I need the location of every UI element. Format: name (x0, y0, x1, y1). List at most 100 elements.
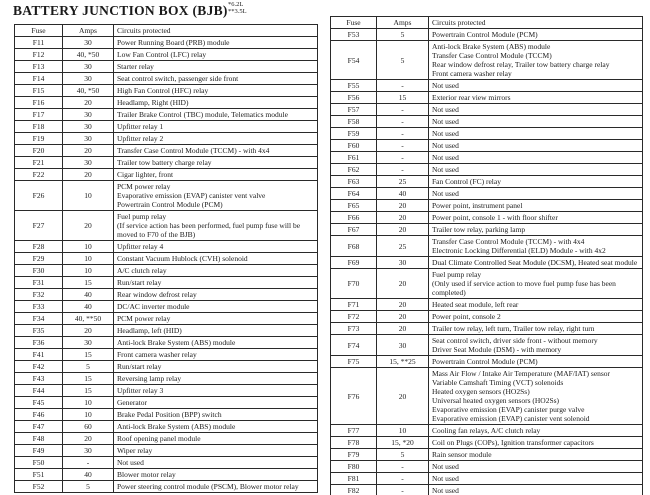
circuits-cell: Upfitter relay 3 (113, 384, 318, 397)
amps-cell: 60 (62, 420, 114, 433)
fuse-row: F26 10 PCM power relay Evaporative emissio… (14, 180, 318, 211)
column-header-amps: Amps (376, 16, 429, 29)
fuse-row: F56 15 Exterior rear view mirrors (330, 91, 643, 104)
page-title: BATTERY JUNCTION BOX (BJB) (13, 3, 228, 18)
amps-cell: 25 (376, 235, 429, 257)
fuse-row: F60- Not used (330, 139, 643, 152)
amps-cell: 5 (62, 360, 114, 373)
fuse-cell: F26 (14, 180, 63, 211)
circuits-cell: Fuel pump relay (If service action has b… (113, 210, 318, 241)
fuse-row: F50- Not used (14, 456, 318, 469)
circuits-cell: Not used (428, 484, 643, 495)
fuse-row: F52 5 Power steering control module (PSCM)… (14, 480, 318, 493)
amps-cell: 20 (376, 298, 429, 311)
fuse-row: F70 20 Fuel pump relay (Only used if servi… (330, 268, 643, 299)
fuse-cell: F63 (330, 175, 377, 188)
fuse-cell: F68 (330, 235, 377, 257)
amps-cell: 10 (62, 180, 114, 211)
fuse-row: F12 40, *50 Low Fan Control (LFC) relay (14, 48, 318, 61)
fuse-cell: F32 (14, 288, 63, 301)
amps-cell: 40, *50 (62, 48, 114, 61)
fuse-row: F43 15 Reversing lamp relay (14, 372, 318, 385)
circuits-cell: High Fan Control (HFC) relay (113, 84, 318, 97)
circuits-cell: Roof opening panel module (113, 432, 318, 445)
fuse-row: F65 20 Power point, instrument panel (330, 199, 643, 212)
fuse-row: F58- Not used (330, 115, 643, 128)
amps-cell: 40 (376, 187, 429, 200)
circuits-cell: Power point, console 1 - with floor shif… (428, 211, 643, 224)
fuse-row: F44 15 Upfitter relay 3 (14, 384, 318, 397)
fuse-row: F51 40 Blower motor relay (14, 468, 318, 481)
circuits-cell: Power point, instrument panel (428, 199, 643, 212)
circuits-cell: Brake Pedal Position (BPP) switch (113, 408, 318, 421)
fuse-cell: F33 (14, 300, 63, 313)
fuse-cell: F61 (330, 151, 377, 164)
circuits-cell: Anti-lock Brake System (ABS) module (113, 420, 318, 433)
fuse-row: F41 15 Front camera washer relay (14, 348, 318, 361)
circuits-cell: Power Running Board (PRB) module (113, 36, 318, 49)
circuits-cell: Headlamp, Right (HID) (113, 96, 318, 109)
fuse-cell: F77 (330, 424, 377, 437)
circuits-cell: Not used (428, 472, 643, 485)
fuse-row: F67 20 Trailer tow relay, parking lamp (330, 223, 643, 236)
circuits-cell: Not used (428, 139, 643, 152)
circuits-cell: Not used (428, 151, 643, 164)
circuits-cell: Not used (428, 115, 643, 128)
amps-cell: 30 (62, 132, 114, 145)
fuse-row: F45 10 Generator (14, 396, 318, 409)
fuse-row: F71 20 Heated seat module, left rear (330, 298, 643, 311)
circuits-cell: Generator (113, 396, 318, 409)
amps-cell: 30 (62, 444, 114, 457)
circuits-cell: Anti-lock Brake System (ABS) module (113, 336, 318, 349)
fuse-cell: F43 (14, 372, 63, 385)
amps-cell: 15 (62, 384, 114, 397)
circuits-cell: Constant Vacuum Hublock (CVH) solenoid (113, 252, 318, 265)
amps-cell: - (376, 472, 429, 485)
fuse-row: F62- Not used (330, 163, 643, 176)
circuits-cell: Not used (113, 456, 318, 469)
column-header-circuits: Circuits protected (113, 24, 318, 37)
fuse-cell: F59 (330, 127, 377, 140)
amps-cell: 30 (62, 156, 114, 169)
circuits-cell: Power steering control module (PSCM), Bl… (113, 480, 318, 493)
fuse-cell: F79 (330, 448, 377, 461)
fuse-cell: F48 (14, 432, 63, 445)
circuits-cell: Trailer tow relay, parking lamp (428, 223, 643, 236)
amps-cell: 40 (62, 288, 114, 301)
fuse-cell: F53 (330, 28, 377, 41)
circuits-cell: Upfitter relay 2 (113, 132, 318, 145)
fuse-row: F57- Not used (330, 103, 643, 116)
fuse-row: F20 20 Transfer Case Control Module (TCCM)… (14, 144, 318, 157)
amps-cell: 5 (62, 480, 114, 493)
circuits-cell: Run/start relay (113, 360, 318, 373)
circuits-cell: Not used (428, 127, 643, 140)
fuse-cell: F27 (14, 210, 63, 241)
fuse-cell: F20 (14, 144, 63, 157)
amps-cell: 10 (62, 252, 114, 265)
fuse-row: F31 15 Run/start relay (14, 276, 318, 289)
fuse-table-left: Fuse Amps Circuits protected F11 30 Power … (14, 24, 318, 493)
fuse-cell: F62 (330, 163, 377, 176)
fuse-cell: F34 (14, 312, 63, 325)
amps-cell: 15, *20 (376, 436, 429, 449)
fuse-cell: F56 (330, 91, 377, 104)
circuits-cell: Fuel pump relay (Only used if service ac… (428, 268, 643, 299)
circuits-cell: Anti-lock Brake System (ABS) module Tran… (428, 40, 643, 80)
fuse-cell: F81 (330, 472, 377, 485)
fuse-row: F33 40 DC/AC inverter module (14, 300, 318, 313)
fuse-cell: F29 (14, 252, 63, 265)
amps-cell: 5 (376, 448, 429, 461)
amps-cell: 20 (62, 324, 114, 337)
fuse-cell: F21 (14, 156, 63, 169)
fuse-cell: F47 (14, 420, 63, 433)
fuse-cell: F80 (330, 460, 377, 473)
amps-cell: 30 (62, 120, 114, 133)
fuse-row: F81- Not used (330, 472, 643, 485)
circuits-cell: Transfer Case Control Module (TCCM) - wi… (428, 235, 643, 257)
fuse-row: F79 5 Rain sensor module (330, 448, 643, 461)
amps-cell: 20 (62, 210, 114, 241)
amps-cell: 30 (62, 72, 114, 85)
amps-cell: - (376, 163, 429, 176)
fuse-row: F64 40 Not used (330, 187, 643, 200)
circuits-cell: Wiper relay (113, 444, 318, 457)
